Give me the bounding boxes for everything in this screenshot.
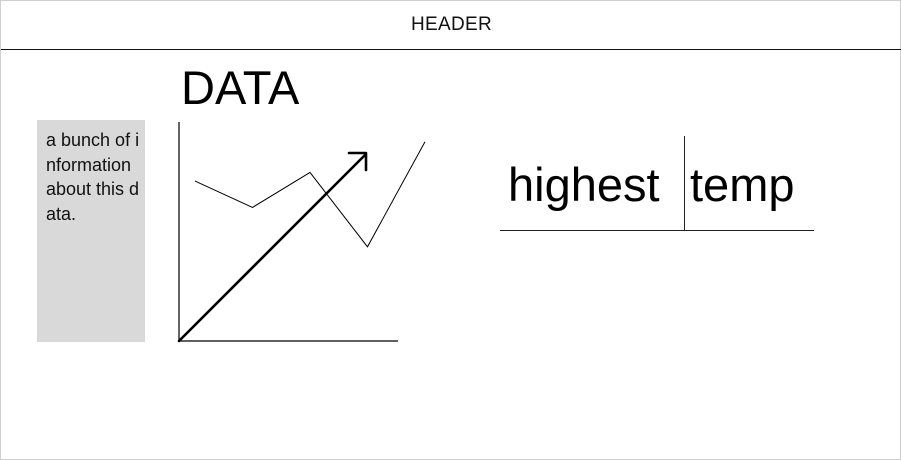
- highest-temp-stat: highest temp: [500, 136, 814, 231]
- stat-label: highest: [508, 158, 660, 211]
- series-line-0: [194, 141, 426, 248]
- stat-value: temp: [690, 158, 795, 211]
- page-title: DATA: [181, 61, 300, 114]
- page-header: HEADER: [1, 1, 901, 50]
- arrow-up-right-icon: [177, 151, 368, 343]
- line-chart: [177, 122, 426, 343]
- header-title: HEADER: [411, 14, 492, 35]
- info-text: a bunch of information about this data.: [46, 130, 140, 224]
- info-panel: a bunch of information about this data.: [37, 120, 145, 342]
- stat-divider: [684, 136, 686, 231]
- series-layer: [194, 141, 426, 248]
